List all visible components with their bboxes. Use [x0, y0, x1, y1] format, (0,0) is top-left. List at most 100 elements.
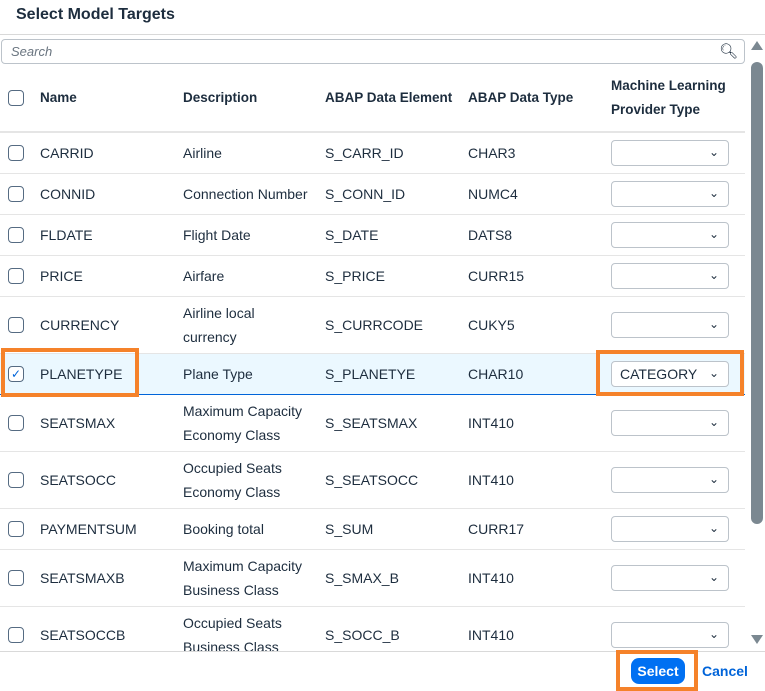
select-all-checkbox[interactable] [8, 89, 24, 106]
chevron-down-icon: ⌄ [708, 627, 719, 641]
col-ml-line2: Provider Type [611, 101, 701, 117]
row-name: CONNID [40, 186, 96, 202]
row-name: FLDATE [40, 227, 93, 243]
row-description: Airline [183, 145, 222, 161]
row-element: S_CONN_ID [325, 186, 406, 202]
search-input[interactable]: Search 🔍︎ [1, 39, 745, 64]
row-name: SEATSMAX [40, 415, 116, 431]
row-checkbox[interactable]: ✓ [8, 366, 24, 382]
chevron-down-icon: ⌄ [708, 366, 719, 380]
row-description: Occupied Seats Economy Class [183, 456, 282, 504]
row-description: Occupied Seats Business Class [183, 611, 282, 651]
row-description: Connection Number [183, 186, 308, 202]
dropdown-value: CATEGORY [620, 366, 698, 382]
row-checkbox[interactable] [8, 570, 24, 586]
row-checkbox[interactable] [8, 472, 24, 488]
row-checkbox[interactable] [8, 186, 24, 202]
desc-line1: Maximum Capacity [183, 558, 303, 574]
row-description: Maximum Capacity Economy Class [183, 399, 302, 447]
row-description: Flight Date [183, 227, 251, 243]
scrollbar-thumb[interactable] [751, 62, 763, 524]
row-element: S_CARR_ID [325, 145, 404, 161]
scroll-down-icon[interactable] [751, 635, 763, 644]
scroll-up-icon[interactable] [751, 41, 763, 50]
ml-type-dropdown[interactable]: ⌄ [611, 222, 729, 248]
chevron-down-icon: ⌄ [708, 186, 719, 200]
cancel-button[interactable]: Cancel [702, 663, 748, 679]
row-type: INT410 [468, 570, 514, 586]
chevron-down-icon: ⌄ [708, 145, 719, 159]
col-ml-type[interactable]: Machine Learning Provider Type [611, 74, 726, 122]
ml-type-dropdown[interactable]: ⌄ [611, 516, 729, 542]
row-description: Airfare [183, 268, 225, 284]
ml-type-dropdown[interactable]: ⌄ [611, 140, 729, 166]
desc-line1: Airline local [183, 305, 255, 321]
highlight-planetype [1, 348, 139, 397]
row-element: S_DATE [325, 227, 379, 243]
row-description: Maximum Capacity Business Class [183, 554, 302, 602]
row-checkbox[interactable] [8, 317, 24, 333]
ml-type-dropdown[interactable]: ⌄ [611, 181, 729, 207]
desc-line1: Occupied Seats [183, 615, 282, 631]
desc-line2: Business Class [183, 639, 279, 651]
row-type: CURR17 [468, 521, 525, 537]
col-name[interactable]: Name [40, 89, 77, 105]
ml-type-dropdown[interactable]: ⌄ [611, 263, 729, 289]
table-row[interactable]: SEATSMAXB Maximum Capacity Business Class… [0, 550, 745, 607]
scrollbar[interactable] [750, 38, 765, 651]
col-description[interactable]: Description [183, 89, 258, 105]
chevron-down-icon: ⌄ [708, 570, 719, 584]
ml-type-dropdown[interactable]: ⌄ [611, 467, 729, 493]
row-type: DATS8 [468, 227, 513, 243]
table-row[interactable]: SEATSMAX Maximum Capacity Economy Class S… [0, 395, 745, 452]
table-row[interactable]: CONNID Connection Number S_CONN_ID NUMC4… [0, 174, 745, 215]
highlight-category [596, 350, 744, 396]
table-row[interactable]: SEATSOCC Occupied Seats Economy Class S_S… [0, 452, 745, 509]
row-checkbox[interactable] [8, 268, 24, 284]
row-name: PAYMENTSUM [40, 521, 137, 537]
table-row[interactable]: PAYMENTSUM Booking total S_SUM CURR17 ⌄ [0, 509, 745, 550]
row-checkbox[interactable] [8, 145, 24, 161]
select-button[interactable]: Select [631, 658, 685, 684]
row-element: S_SOCC_B [325, 627, 400, 643]
chevron-down-icon: ⌄ [708, 268, 719, 282]
row-name: PLANETYPE [40, 366, 123, 382]
row-name: SEATSOCC [40, 472, 116, 488]
table-row[interactable]: CARRID Airline S_CARR_ID CHAR3 ⌄ [0, 133, 745, 174]
search-icon[interactable]: 🔍︎ [718, 43, 738, 60]
row-checkbox[interactable] [8, 227, 24, 243]
dialog-footer [0, 651, 765, 691]
row-type: INT410 [468, 472, 514, 488]
col-element[interactable]: ABAP Data Element [325, 89, 453, 105]
row-element: S_SEATSOCC [325, 472, 419, 488]
divider [0, 34, 765, 35]
row-name: CARRID [40, 145, 94, 161]
col-type[interactable]: ABAP Data Type [468, 89, 574, 105]
table-row[interactable]: SEATSOCCB Occupied Seats Business Class S… [0, 607, 745, 651]
row-name: PRICE [40, 268, 83, 284]
row-description: Airline local currency [183, 301, 255, 349]
row-type: INT410 [468, 415, 514, 431]
chevron-down-icon: ⌄ [708, 317, 719, 331]
desc-line2: Economy Class [183, 427, 281, 443]
chevron-down-icon: ⌄ [708, 521, 719, 535]
table-row[interactable]: CURRENCY Airline local currency S_CURRCOD… [0, 297, 745, 354]
row-element: S_SEATSMAX [325, 415, 418, 431]
ml-type-dropdown[interactable]: CATEGORY ⌄ [611, 361, 729, 387]
ml-type-dropdown[interactable]: ⌄ [611, 622, 729, 648]
table-row[interactable]: ✓ PLANETYPE Plane Type S_PLANETYE CHAR10… [0, 354, 745, 395]
row-type: CHAR3 [468, 145, 516, 161]
row-description: Booking total [183, 521, 264, 537]
row-type: NUMC4 [468, 186, 518, 202]
row-checkbox[interactable] [8, 521, 24, 537]
table-row[interactable]: FLDATE Flight Date S_DATE DATS8 ⌄ [0, 215, 745, 256]
row-checkbox[interactable] [8, 627, 24, 643]
ml-type-dropdown[interactable]: ⌄ [611, 312, 729, 338]
ml-type-dropdown[interactable]: ⌄ [611, 410, 729, 436]
desc-line2: Business Class [183, 582, 279, 598]
row-checkbox[interactable] [8, 415, 24, 431]
desc-line1: Maximum Capacity [183, 403, 303, 419]
ml-type-dropdown[interactable]: ⌄ [611, 565, 729, 591]
chevron-down-icon: ⌄ [708, 415, 719, 429]
table-row[interactable]: PRICE Airfare S_PRICE CURR15 ⌄ [0, 256, 745, 297]
